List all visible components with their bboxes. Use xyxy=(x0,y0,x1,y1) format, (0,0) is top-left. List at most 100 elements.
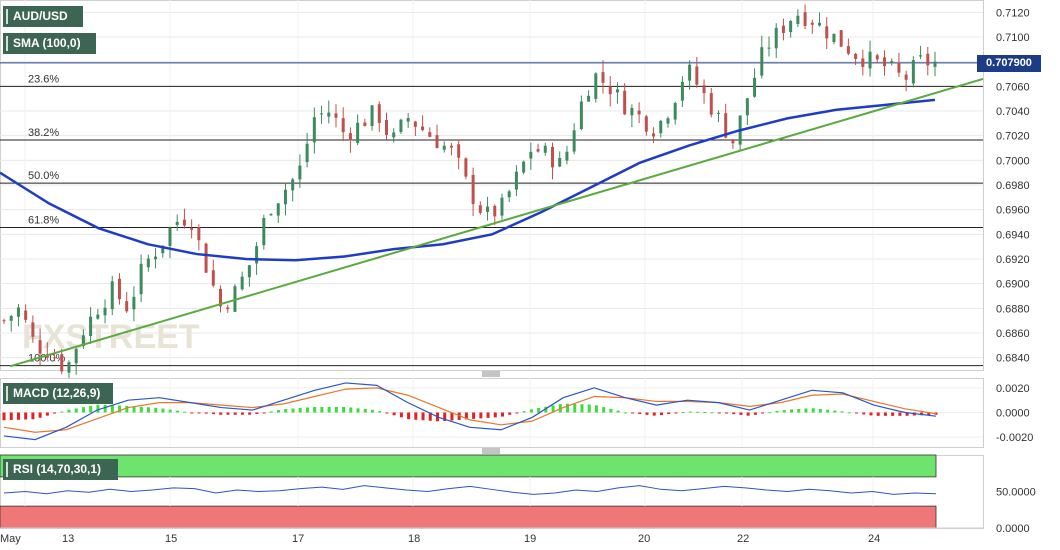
candle-body xyxy=(283,189,287,205)
macd-panel[interactable] xyxy=(0,378,984,448)
price-y-tick: 0.7020 xyxy=(996,131,1030,143)
candle-body xyxy=(24,310,28,320)
macd-text: MACD (12,26,9) xyxy=(13,386,101,400)
candle-body xyxy=(269,214,273,216)
macd-histogram-bar xyxy=(522,411,526,413)
symbol-label[interactable]: AUD/USD xyxy=(3,6,83,27)
macd-histogram-bar xyxy=(493,412,497,418)
macd-histogram-bar xyxy=(298,407,302,413)
rsi-panel[interactable] xyxy=(0,454,984,529)
rsi-y-tick: 0.0000 xyxy=(996,523,1030,535)
candle-body xyxy=(182,219,186,226)
macd-histogram-bar xyxy=(9,412,13,421)
macd-histogram-bar xyxy=(652,412,656,416)
candle-body xyxy=(161,245,165,254)
macd-histogram-bar xyxy=(255,412,259,414)
candle-body xyxy=(16,307,20,317)
candle-body xyxy=(882,57,886,67)
macd-histogram-bar xyxy=(508,412,512,415)
tag-marker xyxy=(6,9,8,24)
x-tick-label: 24 xyxy=(868,533,880,545)
macd-histogram-bar xyxy=(38,412,42,418)
candle-body xyxy=(356,122,360,144)
macd-histogram-bar xyxy=(905,412,909,416)
macd-histogram-bar xyxy=(775,410,779,413)
macd-histogram-bar xyxy=(414,412,418,420)
price-y-tick: 0.6860 xyxy=(996,328,1030,340)
macd-histogram-bar xyxy=(876,412,880,416)
macd-histogram-bar xyxy=(428,412,432,421)
macd-line xyxy=(3,382,937,441)
candle-body xyxy=(680,81,684,101)
trendline xyxy=(9,77,984,368)
macd-histogram-bar xyxy=(168,409,172,413)
candle-body xyxy=(514,171,518,190)
x-tick-label: May xyxy=(0,533,21,545)
candle-body xyxy=(421,126,425,131)
macd-histogram-bar xyxy=(724,412,728,414)
macd-histogram-bar xyxy=(320,406,324,413)
candle-body xyxy=(818,22,822,26)
macd-histogram-bar xyxy=(869,412,873,416)
candle-body xyxy=(103,307,107,316)
candle-body xyxy=(38,340,42,354)
candle-body xyxy=(536,149,540,152)
macd-histogram-bar xyxy=(696,411,700,413)
macd-histogram-bar xyxy=(421,412,425,421)
candle-body xyxy=(911,60,915,84)
candle-body xyxy=(240,276,244,290)
tag-marker xyxy=(6,462,8,477)
candle-body xyxy=(579,101,583,130)
sma-indicator-label[interactable]: SMA (100,0) xyxy=(3,33,96,54)
candle-body xyxy=(659,120,663,134)
candle-body xyxy=(175,221,179,226)
x-tick-label: 19 xyxy=(524,533,536,545)
macd-histogram-bar xyxy=(594,405,598,413)
macd-histogram-bar xyxy=(139,406,143,413)
candle-body xyxy=(89,316,93,337)
candle-body xyxy=(327,112,331,117)
macd-histogram-bar xyxy=(161,408,165,413)
macd-histogram-bar xyxy=(768,412,772,414)
candle-body xyxy=(558,157,562,167)
macd-histogram-bar xyxy=(717,412,721,414)
macd-histogram-bar xyxy=(284,409,288,413)
macd-histogram-bar xyxy=(883,412,887,416)
fib-label: 100.0% xyxy=(28,353,66,365)
candle-body xyxy=(587,95,591,102)
macd-histogram-bar xyxy=(407,412,411,420)
price-panel[interactable]: FXSTREET23.6%38.2%50.0%61.8%100.0% xyxy=(0,0,984,383)
candle-body xyxy=(572,130,576,152)
candle-body xyxy=(442,145,446,150)
macd-y-tick: 0.0020 xyxy=(996,383,1030,395)
price-y-tick: 0.6880 xyxy=(996,303,1030,315)
candle-body xyxy=(457,144,461,158)
rsi-indicator-label[interactable]: RSI (14,70,30,1) xyxy=(3,459,118,480)
candle-body xyxy=(890,61,894,64)
macd-histogram-bar xyxy=(31,412,35,420)
macd-histogram-bar xyxy=(103,405,107,413)
macd-histogram-bar xyxy=(710,412,714,414)
candle-body xyxy=(154,256,158,260)
x-tick-label: 13 xyxy=(62,533,74,545)
macd-histogram-bar xyxy=(313,406,317,413)
macd-histogram-bar xyxy=(183,411,187,413)
macd-histogram-bar xyxy=(175,410,179,413)
macd-histogram-bar xyxy=(370,409,374,413)
price-panel-grip xyxy=(482,371,500,377)
macd-indicator-label[interactable]: MACD (12,26,9) xyxy=(3,383,113,404)
macd-histogram-bar xyxy=(226,412,230,415)
macd-histogram-bar xyxy=(60,411,64,413)
candle-body xyxy=(486,206,490,212)
price-y-tick: 0.6960 xyxy=(996,205,1030,217)
macd-histogram-bar xyxy=(847,412,851,414)
candle-body xyxy=(370,105,374,126)
candle-body xyxy=(435,135,439,149)
candle-body xyxy=(781,25,785,34)
candle-body xyxy=(226,307,230,310)
x-tick-label: 17 xyxy=(292,533,304,545)
candle-body xyxy=(644,116,648,132)
macd-y-tick: 0.0000 xyxy=(996,408,1030,420)
macd-histogram-bar xyxy=(515,412,519,414)
macd-histogram-bar xyxy=(204,412,208,414)
